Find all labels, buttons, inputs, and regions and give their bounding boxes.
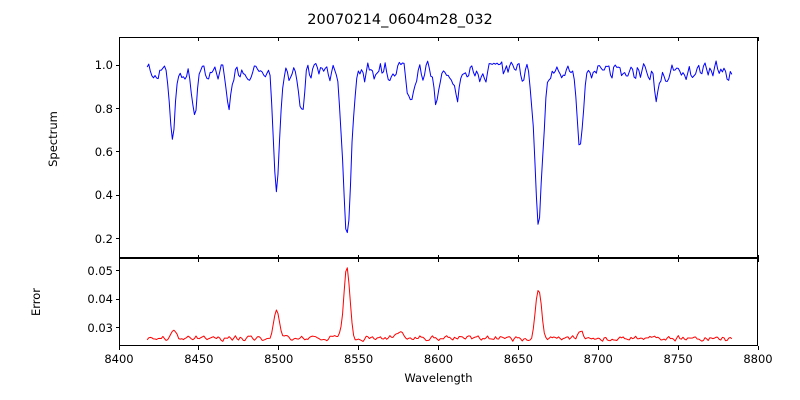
y-tick-spectrum: 0.2 (60, 233, 113, 245)
tick-mark (438, 37, 440, 41)
tick-mark (278, 254, 280, 258)
error-line-plot (120, 259, 759, 347)
tick-mark (517, 37, 519, 41)
y-tick-label-spectrum: 0.4 (94, 188, 113, 203)
tick-mark (198, 254, 200, 258)
tick-mark (677, 346, 679, 350)
x-axis-label: Wavelength (404, 371, 473, 385)
y-axis-label-spectrum: Spectrum (46, 111, 60, 167)
tick-mark (597, 258, 599, 262)
error-panel (119, 258, 758, 346)
tick-mark (115, 238, 119, 240)
tick-mark (757, 346, 759, 350)
x-tick-label: 8650 (503, 352, 534, 366)
tick-mark (757, 258, 759, 262)
y-tick-label-error: 0.04 (87, 292, 113, 307)
tick-mark (358, 37, 360, 41)
y-tick-label-spectrum: 1.0 (94, 58, 113, 73)
tick-mark (438, 346, 440, 350)
page-title: 20070214_0604m28_032 (307, 12, 493, 28)
tick-mark (597, 346, 599, 350)
tick-mark (358, 346, 360, 350)
x-tick-label: 8400 (104, 352, 134, 366)
tick-mark (597, 37, 599, 41)
tick-mark (278, 346, 280, 350)
tick-mark (115, 64, 119, 66)
x-tick-label: 8450 (184, 352, 214, 366)
x-tick-label: 8550 (343, 352, 374, 366)
y-tick-label-error: 0.05 (87, 263, 113, 278)
tick-mark (198, 37, 200, 41)
y-tick-spectrum: 0.8 (60, 103, 113, 115)
spectrum-panel (119, 37, 758, 258)
tick-mark (115, 270, 119, 272)
tick-mark (517, 254, 519, 258)
tick-mark (677, 258, 679, 262)
tick-mark (517, 258, 519, 262)
x-tick-label: 8500 (264, 352, 294, 366)
tick-mark (757, 37, 759, 41)
tick-mark (115, 194, 119, 196)
tick-mark (677, 254, 679, 258)
y-tick-spectrum: 1.0 (60, 59, 113, 71)
y-tick-spectrum: 0.6 (60, 146, 113, 158)
x-tick-label: 8700 (583, 352, 613, 366)
tick-mark (198, 258, 200, 262)
tick-mark (278, 37, 280, 41)
y-tick-label-spectrum: 0.8 (94, 101, 113, 116)
tick-mark (118, 37, 120, 41)
y-tick-error: 0.05 (60, 265, 113, 277)
x-tick-label: 8800 (743, 352, 773, 366)
tick-mark (115, 327, 119, 329)
tick-mark (278, 258, 280, 262)
y-tick-spectrum: 0.4 (60, 189, 113, 201)
y-tick-label-spectrum: 0.2 (94, 231, 113, 246)
y-tick-error: 0.03 (60, 322, 113, 334)
tick-mark (118, 254, 120, 258)
tick-mark (115, 151, 119, 153)
tick-mark (438, 254, 440, 258)
tick-mark (438, 258, 440, 262)
y-axis-label-error: Error (29, 287, 43, 317)
tick-mark (118, 258, 120, 262)
y-tick-label-error: 0.03 (87, 320, 113, 335)
x-tick-label: 8600 (423, 352, 454, 366)
tick-mark (358, 258, 360, 262)
data-line-error (147, 268, 732, 342)
tick-mark (517, 346, 519, 350)
tick-mark (198, 346, 200, 350)
x-tick-label: 8750 (663, 352, 693, 366)
spectrum-line-plot (120, 38, 759, 259)
data-line-spectrum (147, 61, 732, 233)
tick-mark (677, 37, 679, 41)
tick-mark (118, 346, 120, 350)
y-tick-error: 0.04 (60, 293, 113, 305)
y-tick-label-spectrum: 0.6 (94, 144, 113, 159)
tick-mark (597, 254, 599, 258)
tick-mark (358, 254, 360, 258)
tick-mark (115, 108, 119, 110)
tick-mark (757, 254, 759, 258)
tick-mark (115, 298, 119, 300)
